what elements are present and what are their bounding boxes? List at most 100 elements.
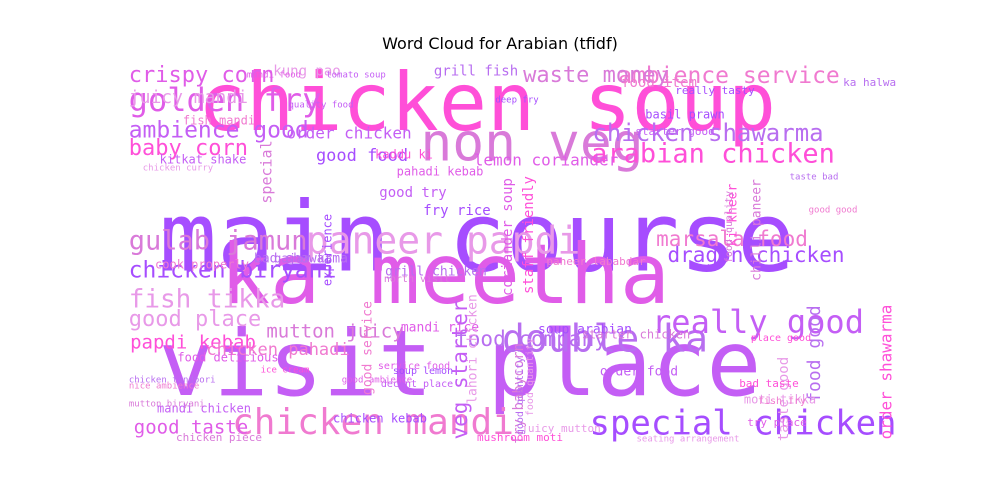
word-mandi-chicken: mandi chicken	[157, 402, 251, 416]
word-fry-babycorn: fry babycorn	[511, 343, 527, 444]
word-chicken-soup: chicken soup	[198, 60, 776, 149]
word-bad-taste: bad taste	[739, 377, 799, 390]
word-food-item: food item	[621, 75, 697, 91]
word-chicken-piece: chicken piece	[176, 431, 262, 444]
word-marsala-food: marsala food	[656, 227, 808, 251]
word-non-veg: non veg	[420, 113, 643, 174]
word-chicken-shawarma: chicken shawarma	[592, 119, 823, 147]
word-soup-lemon: soup lemon	[393, 366, 453, 377]
word-pahadi-kebab: pahadi kebab	[397, 165, 484, 179]
word-mushroom-moti: mushroom moti	[477, 431, 563, 444]
word-experience: experience	[321, 214, 335, 286]
word-good-food: good food	[316, 146, 408, 166]
word-ki-kheer: ki kheer	[726, 184, 741, 247]
word-taste-bad: taste bad	[790, 173, 839, 183]
word-taste-good: taste good	[776, 357, 792, 441]
word-mandi-food: mandi food	[247, 71, 301, 81]
word-tomato-soup: tomato soup	[326, 71, 386, 81]
word-juicy-mandi: juicy mandi	[129, 87, 248, 108]
word-food-quantity: food quantity	[525, 338, 536, 416]
word-lemon-coriander: lemon coriander	[474, 151, 619, 170]
word-visit-place: visit place	[159, 312, 762, 417]
word-chicken-mandi: chicken mandi	[232, 402, 514, 443]
word-cook-properly: cook properly	[155, 258, 249, 272]
word-golden-fry: golden fry	[129, 81, 322, 119]
word-fry-rice: fry rice	[423, 203, 490, 219]
word-juicy-mutton: juicy mutton	[521, 422, 600, 435]
word-staff-friendly: staff friendly	[521, 176, 537, 294]
word-really-tasty: really tasty	[675, 84, 755, 97]
word-main-course: main course	[159, 181, 795, 293]
word-crispy-corn: crispy corn	[129, 63, 275, 88]
word-ka-halwa: ka halwa	[843, 76, 896, 89]
word-baby-corn: baby corn	[129, 136, 248, 161]
word-special: special	[258, 140, 276, 203]
word-ambience-good: ambience good	[129, 118, 309, 144]
word-food-good: food good	[804, 305, 825, 403]
word-papdi-kebab: papdi kebab	[130, 332, 256, 354]
word-good-good: good good	[809, 206, 858, 216]
chart-title: Word Cloud for Arabian (tfidf)	[382, 34, 618, 53]
word-waste-money: waste money	[523, 63, 669, 88]
word-gulab-jamun: gulab jamun	[129, 226, 308, 257]
word-food-delicious: food delicious	[177, 351, 278, 365]
word-good-quantity: good quantity	[515, 357, 526, 435]
word-ambience-service: ambience service	[618, 63, 840, 89]
word-food-quality: food quality	[724, 191, 735, 263]
word-mutton-biryani: mutton biryani	[129, 400, 205, 410]
word-soup-arabian: soup arabian	[538, 323, 632, 338]
word-dragon-chicken: dragon chicken	[667, 243, 844, 267]
word-bad-shawarma: bad shawarma	[254, 252, 348, 267]
word-chicken-pahadi: chicken pahadi	[206, 340, 349, 360]
word-quality-food: quality food	[288, 101, 353, 111]
word-cloud-area: main course visit place ka meetha chicken s…	[125, 60, 900, 448]
word-ka-meetha: ka meetha	[220, 226, 670, 323]
word-arabian-chicken: arabian chicken	[591, 139, 835, 170]
word-ice-cream: ice cream	[261, 366, 310, 376]
word-kitkat-shake: kitkat shake	[160, 153, 247, 167]
word-double-ka: double ka	[502, 317, 708, 361]
word-kung-pao: kung pao	[273, 64, 340, 80]
word-moti-tikka: moti tikka	[744, 393, 816, 407]
word-gajar-ka: gajar ka	[274, 252, 332, 266]
word-paneer-papdi: paneer papdi	[306, 219, 581, 263]
word-basil-prawn: basil prawn	[645, 108, 724, 122]
word-food-company: food company	[455, 327, 607, 351]
word-kaddu-ki: kaddu ki	[375, 148, 433, 162]
word-deep-fry: deep fry	[495, 96, 539, 106]
word-place-good: place good	[751, 333, 811, 344]
word-fish-fry: fish fry	[758, 396, 806, 407]
word-grill-fish: grill fish	[434, 64, 518, 80]
word-starter-good: starter good	[635, 125, 714, 138]
word-nice-ambience: nice ambience	[129, 382, 199, 392]
word-mutton-juicy: mutton juicy	[266, 321, 403, 343]
word-lahori-chicken: lahori chicken	[466, 294, 481, 404]
word-order-chicken: order chicken	[286, 124, 411, 143]
word-order-food: order food	[600, 365, 678, 380]
word-chicken-curry: chicken curry	[143, 164, 214, 174]
word-starter-chicken: starter chicken	[582, 328, 690, 342]
word-good-taste: good taste	[134, 417, 248, 439]
word-chicken-tandoori: chicken tandoori	[129, 376, 216, 386]
word-north-visit: north visit	[384, 274, 450, 285]
word-coriander-soup: coriander soup	[500, 178, 516, 296]
word-service-food: service food	[378, 361, 450, 372]
word-chicken-kebab: chicken kebab	[333, 412, 427, 426]
word-good-service: good service	[361, 301, 376, 395]
word-special-chicken: special chicken	[589, 404, 896, 444]
word-order-shawarma: order shawarma	[877, 305, 896, 440]
word-seating-arrangement: seating arrangement	[637, 435, 740, 445]
word-veg-starter: veg starter	[448, 300, 472, 439]
word-grill-chicken: grill chicken	[385, 265, 487, 280]
word-fish-mandi: fish mandi	[183, 114, 255, 128]
word-chicken-biryani: chicken biryani	[129, 258, 337, 284]
word-really-good: really good	[652, 303, 864, 341]
word-good-try: good try	[379, 185, 446, 201]
word-good-place: good place	[129, 307, 261, 332]
word-paneer-lababdar: paneer lababdar	[546, 255, 646, 268]
word-good-ambience: good ambience	[342, 376, 412, 386]
word-try-place: try place	[747, 416, 807, 429]
word-chilli-paneer: chilli paneer	[750, 179, 765, 281]
